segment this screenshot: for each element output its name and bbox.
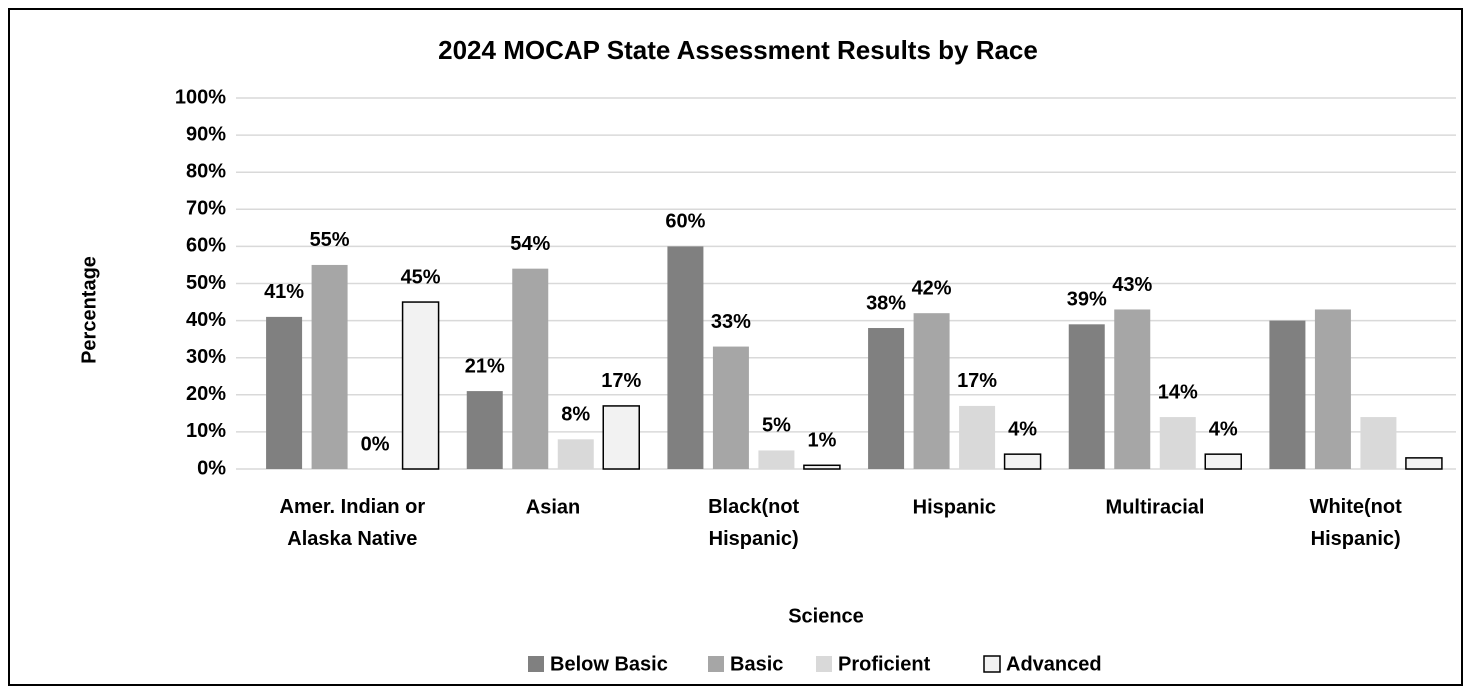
y-tick-label: 40% xyxy=(186,309,226,331)
bar xyxy=(667,246,704,469)
y-tick-label: 90% xyxy=(186,123,226,145)
bar xyxy=(868,328,905,469)
y-tick-label: 80% xyxy=(186,160,226,182)
bar xyxy=(803,464,841,470)
data-label: 1% xyxy=(807,430,836,452)
data-label: 41% xyxy=(264,281,304,303)
data-label: 39% xyxy=(1067,289,1107,311)
legend-swatch xyxy=(528,656,544,672)
x-tick-label: Asian xyxy=(526,496,580,518)
bar xyxy=(1068,324,1105,469)
bar xyxy=(1405,457,1443,470)
data-label: 4% xyxy=(1008,418,1037,440)
data-label: 42% xyxy=(912,277,952,299)
x-axis-label: Science xyxy=(788,605,864,627)
x-tick-label: Black(not Hispanic) xyxy=(708,496,799,550)
x-tick-label: Multiracial xyxy=(1106,496,1205,518)
x-tick-label: Amer. Indian or Alaska Native xyxy=(280,496,426,550)
y-tick-label: 60% xyxy=(186,235,226,257)
data-label: 21% xyxy=(465,355,505,377)
data-label: 38% xyxy=(866,292,906,314)
data-label: 33% xyxy=(711,311,751,333)
legend-label: Below Basic xyxy=(550,653,668,675)
bar xyxy=(1204,453,1242,470)
bar xyxy=(512,268,549,469)
y-tick-label: 50% xyxy=(186,272,226,294)
x-tick-label: White(not Hispanic) xyxy=(1310,496,1403,550)
bar xyxy=(466,391,503,469)
bar xyxy=(758,450,795,469)
legend-label: Advanced xyxy=(1006,653,1102,675)
legend-swatch xyxy=(816,656,832,672)
y-tick-label: 10% xyxy=(186,420,226,442)
chart-title: 2024 MOCAP State Assessment Results by R… xyxy=(438,35,1038,65)
bar xyxy=(959,405,996,469)
x-tick-label: Hispanic xyxy=(913,496,996,518)
y-tick-label: 100% xyxy=(175,86,226,108)
y-axis-label: Percentage xyxy=(78,256,100,364)
bar xyxy=(1360,417,1397,469)
bar xyxy=(1269,320,1306,469)
legend-swatch xyxy=(983,655,1001,673)
legend-label: Proficient xyxy=(838,653,931,675)
data-label: 4% xyxy=(1209,418,1238,440)
bar xyxy=(1003,453,1042,470)
bar xyxy=(401,301,440,470)
data-label: 43% xyxy=(1112,274,1152,296)
data-label: 5% xyxy=(762,415,791,437)
data-label: 45% xyxy=(401,266,441,288)
y-tick-label: 0% xyxy=(197,457,226,479)
legend-swatch xyxy=(708,656,724,672)
legend-label: Basic xyxy=(730,653,783,675)
data-label: 17% xyxy=(601,370,641,392)
y-tick-label: 20% xyxy=(186,383,226,405)
bar xyxy=(913,313,950,469)
data-label: 14% xyxy=(1158,381,1198,403)
y-tick-label: 70% xyxy=(186,198,226,220)
bar xyxy=(1314,309,1351,469)
bar xyxy=(266,316,303,469)
bar xyxy=(602,405,640,470)
data-label: 17% xyxy=(957,370,997,392)
bar xyxy=(1114,309,1151,469)
data-label: 0% xyxy=(361,433,390,455)
data-label: 55% xyxy=(310,229,350,251)
bar xyxy=(557,439,594,469)
bar xyxy=(1159,417,1196,469)
data-label: 60% xyxy=(665,211,705,233)
y-tick-label: 30% xyxy=(186,346,226,368)
bar xyxy=(311,264,348,469)
bar xyxy=(712,346,749,469)
data-label: 8% xyxy=(561,404,590,426)
data-label: 54% xyxy=(510,233,550,255)
